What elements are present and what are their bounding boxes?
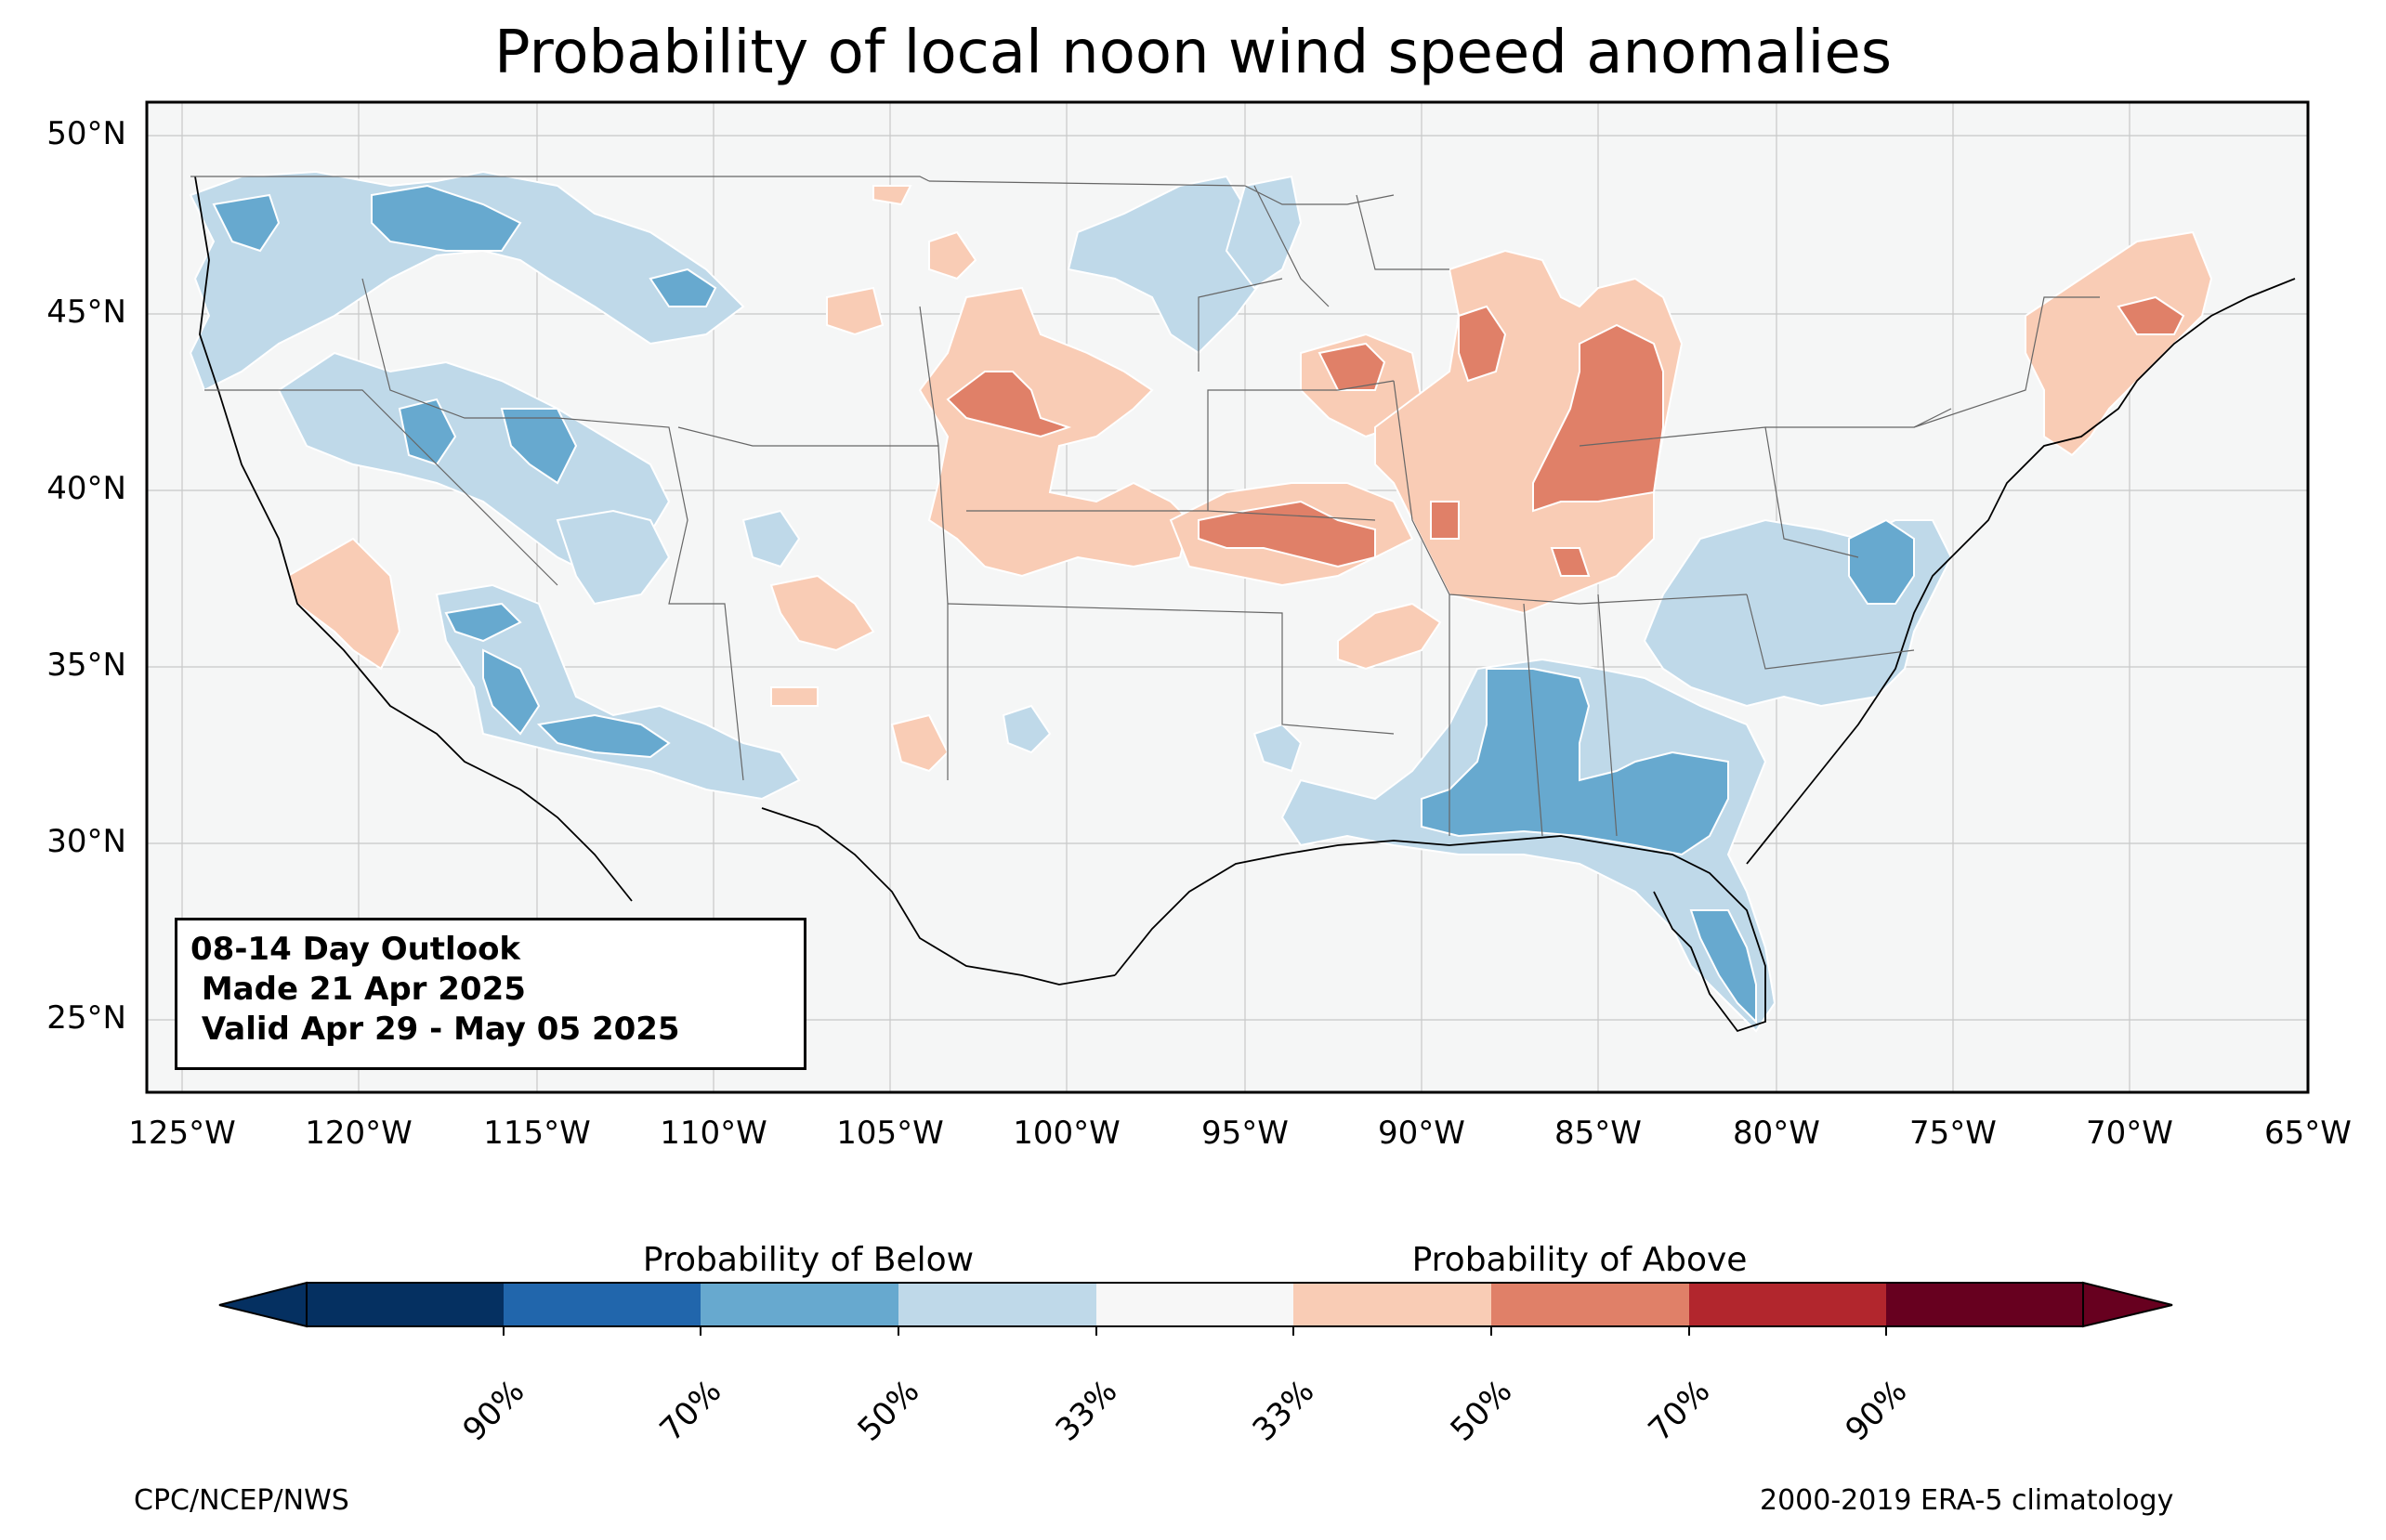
above50-nebraska — [946, 371, 1072, 438]
lon-tick-70: 70°W — [2086, 1115, 2173, 1152]
below50-new-mexico — [536, 713, 671, 759]
above50-michigan-ohio — [1532, 323, 1664, 513]
below50-deep-south — [1421, 668, 1729, 856]
below-region-texas — [1252, 723, 1303, 773]
above50-indiana — [1430, 501, 1460, 540]
below50-florida — [1689, 909, 1757, 1024]
below50-utah — [500, 408, 578, 485]
colorbar-frame — [306, 1282, 2084, 1327]
below-region-southeast — [1280, 658, 1776, 1033]
colorbar-extend-high — [2082, 1281, 2173, 1328]
above-region-west-texas — [770, 686, 819, 707]
above50-iowa — [1318, 342, 1386, 391]
above-region-nm — [769, 574, 875, 652]
above50-kentucky — [1550, 547, 1591, 577]
below50-washington — [212, 193, 281, 253]
lon-tick-95: 95°W — [1201, 1115, 1289, 1152]
below-region-southwest — [435, 583, 801, 801]
lat-tick-35: 35°N — [46, 646, 126, 684]
lon-tick-65: 65°W — [2264, 1115, 2352, 1152]
colorbar-bin-2 — [504, 1283, 701, 1326]
below50-arizona — [482, 648, 541, 736]
below-50-regions — [212, 184, 1915, 1024]
outlook-period: 08-14 Day Outlook — [190, 931, 521, 968]
below50-mid-atlantic — [1848, 518, 1915, 605]
lon-tick-110: 110°W — [660, 1115, 767, 1152]
above-region-texas-panhandle — [890, 713, 950, 773]
lon-tick-100: 100°W — [1013, 1115, 1121, 1152]
above50-wisconsin — [1458, 305, 1507, 383]
above-region-missouri — [1337, 602, 1442, 671]
colorbar-bin-1 — [307, 1283, 504, 1326]
map-frame — [145, 100, 2310, 1094]
outlook-info-box: 08-14 Day Outlook Made 21 Apr 2025 Valid… — [175, 918, 806, 1070]
below-region-colorado — [741, 509, 801, 568]
below-region-nm-east — [1002, 704, 1052, 754]
lat-tick-50: 50°N — [46, 115, 126, 152]
above-region-north-dakota — [872, 185, 912, 206]
above-region-nebraska — [928, 230, 977, 281]
colorbar-bin-5 — [1096, 1283, 1293, 1326]
below50-nevada-ca — [444, 602, 522, 643]
footer-source: CPC/NCEP/NWS — [134, 1484, 349, 1517]
above-region-wyoming — [826, 286, 885, 336]
lon-tick-90: 90°W — [1378, 1115, 1465, 1152]
lon-tick-115: 115°W — [483, 1115, 591, 1152]
below50-north-idaho — [371, 184, 522, 252]
below-region-utah-nevada — [556, 509, 671, 606]
lat-tick-40: 40°N — [46, 470, 126, 507]
below50-idaho — [398, 398, 457, 466]
colorbar-extend-low — [218, 1281, 308, 1328]
colorbar-bin-4 — [898, 1283, 1096, 1326]
footer-climatology: 2000-2019 ERA-5 climatology — [1760, 1484, 2174, 1517]
state-borders — [190, 176, 2100, 837]
colorbar-bin-9 — [1886, 1283, 2083, 1326]
lat-tick-25: 25°N — [46, 999, 126, 1037]
lat-tick-45: 45°N — [46, 294, 126, 331]
lon-tick-80: 80°W — [1733, 1115, 1820, 1152]
colorbar-bin-8 — [1689, 1283, 1886, 1326]
outlook-made-date: Made 21 Apr 2025 — [190, 971, 526, 1008]
lon-tick-75: 75°W — [1909, 1115, 1997, 1152]
map-title: Probability of local noon wind speed ano… — [493, 19, 1893, 87]
above50-maine — [2117, 295, 2185, 335]
colorbar-above-label: Probability of Above — [1411, 1241, 1748, 1279]
lon-tick-85: 85°W — [1554, 1115, 1642, 1152]
below50-montana — [649, 268, 717, 307]
lon-tick-125: 125°W — [128, 1115, 236, 1152]
outlook-valid-range: Valid Apr 29 - May 05 2025 — [190, 1011, 680, 1048]
colorbar-bin-6 — [1293, 1283, 1491, 1326]
coastlines — [194, 176, 2296, 1033]
colorbar-below-label: Probability of Below — [642, 1241, 975, 1279]
colorbar-bin-3 — [701, 1283, 898, 1326]
colorbar-bin-7 — [1491, 1283, 1689, 1326]
colorbar — [218, 1281, 2173, 1336]
lon-tick-120: 120°W — [305, 1115, 413, 1152]
lat-tick-30: 30°N — [46, 823, 126, 860]
above-region-california — [286, 537, 401, 671]
lon-tick-105: 105°W — [836, 1115, 944, 1152]
